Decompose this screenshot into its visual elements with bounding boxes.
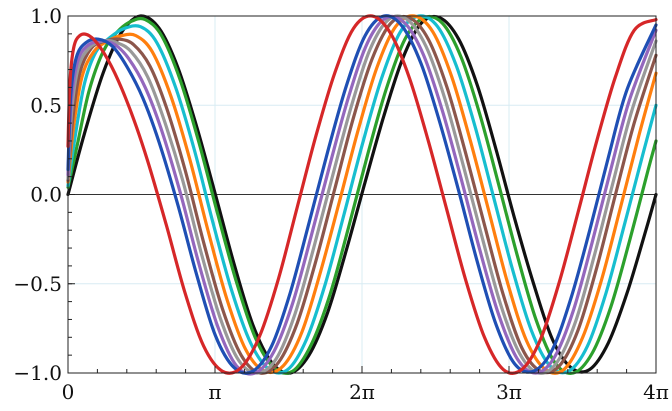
x-tick-label: 4π	[643, 380, 669, 404]
x-tick-label: 0	[62, 380, 75, 404]
x-tick-label: 3π	[496, 380, 522, 404]
x-tick-label: 2π	[349, 380, 375, 404]
y-tick-label: −1.0	[13, 361, 62, 385]
x-tick-label: π	[208, 380, 221, 404]
y-tick-label: 0.5	[30, 93, 62, 117]
series-line-6	[66, 14, 658, 375]
series-line-3	[66, 14, 658, 375]
series-line-2	[66, 14, 658, 375]
series-line-8	[66, 14, 658, 375]
y-tick-label: −0.5	[13, 272, 62, 296]
y-tick-label: 1.0	[30, 4, 62, 28]
series-line-7	[66, 14, 658, 376]
series-line-5	[66, 14, 658, 375]
y-tick-label: 0.0	[30, 183, 62, 207]
tick-labels: 0 π 2π 3π 4π 1.0 0.5 0.0 −0.5 −1.0	[13, 4, 669, 404]
axis-ticks	[67, 15, 657, 374]
series-line-9	[66, 14, 658, 375]
